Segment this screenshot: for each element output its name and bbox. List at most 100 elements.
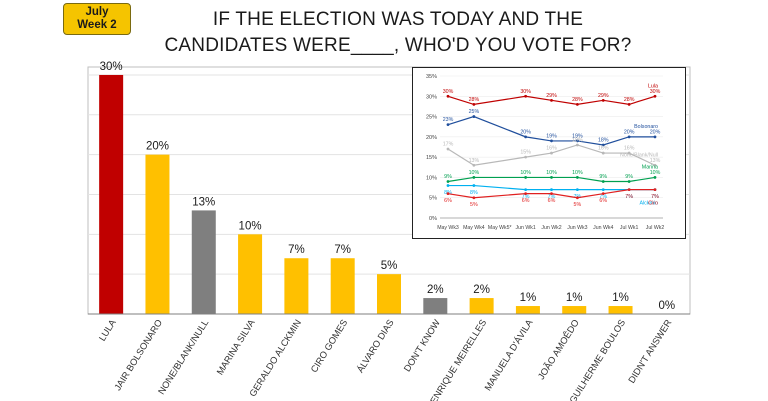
- series-data-label: 29%: [546, 93, 557, 99]
- series-point-ciro: [550, 192, 553, 196]
- series-data-label: 25%: [469, 109, 480, 115]
- bar-value-label: 5%: [381, 260, 398, 272]
- series-data-label: 18%: [572, 137, 583, 143]
- series-data-label: 20%: [650, 129, 661, 135]
- series-line-none-blank-null: [447, 144, 656, 166]
- inset-x-tick: Jun Wk4: [593, 225, 613, 231]
- series-data-label: 20%: [624, 129, 635, 135]
- bar--lvaro-dias: [377, 274, 401, 314]
- series-data-label: 10%: [520, 170, 531, 176]
- bar-value-label: 2%: [473, 284, 490, 296]
- series-data-label: 7%: [625, 194, 633, 200]
- page-title: IF THE ELECTION WAS TODAY AND THE CANDID…: [138, 7, 658, 59]
- series-point-lula: [627, 103, 631, 106]
- bar-value-label: 1%: [612, 292, 629, 304]
- inset-y-tick: 0%: [429, 216, 437, 222]
- series-data-label: 6%: [444, 198, 452, 204]
- series-point-alckmin: [472, 184, 476, 187]
- series-point-none-blank-null: [601, 151, 605, 155]
- series-line-ciro: [447, 188, 655, 199]
- inset-x-tick: Jun Wk2: [541, 225, 561, 231]
- series-data-label: 9%: [599, 174, 607, 180]
- series-data-label: 17%: [443, 142, 454, 148]
- inset-y-tick: 15%: [426, 155, 437, 161]
- title-line-2: CANDIDATES WERE____, WHO'D YOU VOTE FOR?: [164, 35, 632, 56]
- series-point-bolsonaro: [524, 135, 528, 139]
- week-badge: July Week 2: [63, 3, 131, 35]
- trend-line-chart: 0% 5% 10% 15% 20% 25% 30% 35% May Wk3 May Wk4 May …: [426, 74, 664, 231]
- series-point-alckmin: [550, 188, 553, 191]
- series-data-label: 13%: [650, 158, 661, 164]
- series-point-none-blank-null: [446, 147, 450, 151]
- series-point-marina: [472, 176, 476, 179]
- bar-geraldo-alckmin: [284, 258, 309, 314]
- series-data-label: 10%: [546, 170, 557, 176]
- bar-value-label: 1%: [566, 292, 583, 304]
- series-data-label: 7%: [651, 194, 659, 200]
- bar-don-t-know: [423, 298, 448, 314]
- inset-x-tick: Jun Wk3: [567, 225, 587, 231]
- series-point-none-blank-null: [524, 155, 528, 159]
- series-data-label: 9%: [625, 174, 633, 180]
- series-data-label: 7%: [625, 194, 633, 200]
- series-data-label: 30%: [650, 89, 661, 95]
- series-data-label: 18%: [598, 137, 609, 143]
- series-point-marina: [575, 176, 579, 179]
- series-point-alckmin: [575, 188, 579, 191]
- category-label: JAIR BOLSONARO: [112, 318, 164, 393]
- series-data-label: 28%: [572, 97, 583, 103]
- series-point-none-blank-null: [653, 163, 657, 167]
- series-point-none-blank-null: [575, 143, 579, 147]
- series-data-label: 7%: [522, 194, 530, 200]
- series-data-label: 7%: [548, 194, 556, 200]
- bar-marina-silva: [238, 234, 263, 314]
- series-point-marina: [653, 176, 657, 179]
- series-point-lula: [601, 98, 605, 102]
- series-data-label: 10%: [572, 170, 583, 176]
- bar-jair-bolsonaro: [145, 154, 170, 314]
- category-label: ÁLVARO DIAS: [355, 318, 396, 375]
- series-data-label: 7%: [651, 194, 659, 200]
- series-point-marina: [524, 176, 528, 179]
- bar-value-label: 7%: [334, 244, 351, 256]
- series-point-marina: [446, 180, 450, 183]
- series-data-label: 28%: [469, 97, 480, 103]
- bar-value-label: 20%: [146, 141, 169, 153]
- category-label: MARINA SILVA: [215, 317, 257, 377]
- series-line-alckmin: [448, 184, 655, 191]
- series-point-lula: [550, 98, 553, 102]
- series-end-label: Bolsonaro: [634, 124, 658, 130]
- category-label: MANUELA D'ÁVILA: [483, 317, 535, 392]
- bar-value-label: 2%: [427, 284, 444, 296]
- series-point-marina: [627, 180, 631, 183]
- bar-value-label: 0%: [659, 300, 676, 312]
- series-end-label: Marina: [642, 164, 658, 170]
- category-label: GUILHERME BOULOS: [568, 318, 628, 401]
- bar-value-label: 10%: [239, 220, 262, 232]
- series-data-label: 10%: [469, 170, 480, 176]
- bar-value-label: 1%: [520, 292, 537, 304]
- bar-manuela-d-vila: [515, 306, 540, 314]
- title-line-1: IF THE ELECTION WAS TODAY AND THE: [212, 9, 584, 30]
- inset-x-tick: May Wk3: [437, 225, 459, 231]
- category-label: CIRO GOMES: [309, 318, 350, 375]
- bar-value-label: 13%: [192, 196, 215, 208]
- series-point-ciro: [627, 188, 631, 191]
- inset-y-tick: 20%: [426, 135, 437, 141]
- bar-ciro-gomes: [330, 258, 355, 314]
- series-point-alckmin: [601, 188, 605, 191]
- series-data-label: 7%: [599, 194, 607, 200]
- inset-x-tick: May Wk4: [463, 225, 485, 231]
- series-point-alckmin: [446, 184, 450, 187]
- series-point-lula: [472, 103, 476, 106]
- series-line-marina: [447, 176, 656, 183]
- inset-y-tick: 25%: [426, 115, 437, 121]
- series-line-bolsonaro: [447, 115, 655, 146]
- category-label: GERALDO ALCKMIN: [248, 318, 304, 399]
- bar-jo-o-amo-do: [562, 306, 587, 314]
- inset-x-tick: May Wk5*: [488, 225, 512, 231]
- series-point-marina: [601, 180, 605, 183]
- series-data-label: 20%: [520, 129, 531, 135]
- series-point-marina: [550, 176, 553, 179]
